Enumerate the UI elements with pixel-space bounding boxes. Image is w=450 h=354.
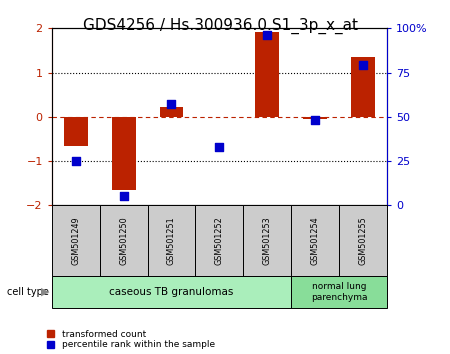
Text: GSM501252: GSM501252 xyxy=(215,216,224,265)
Text: cell type: cell type xyxy=(7,287,49,297)
Text: normal lung
parenchyma: normal lung parenchyma xyxy=(311,282,367,302)
Bar xyxy=(291,205,339,276)
Bar xyxy=(351,57,375,117)
Bar xyxy=(195,205,243,276)
Legend: transformed count, percentile rank within the sample: transformed count, percentile rank withi… xyxy=(47,330,215,349)
Text: GDS4256 / Hs.300936.0.S1_3p_x_at: GDS4256 / Hs.300936.0.S1_3p_x_at xyxy=(83,18,358,34)
Text: GSM501249: GSM501249 xyxy=(71,216,80,265)
Text: GSM501251: GSM501251 xyxy=(167,216,176,265)
Bar xyxy=(99,205,148,276)
Point xyxy=(216,144,223,150)
Bar xyxy=(339,205,387,276)
Text: GSM501250: GSM501250 xyxy=(119,216,128,265)
Point xyxy=(120,194,127,199)
Point xyxy=(311,118,319,123)
Bar xyxy=(148,205,195,276)
Text: GSM501254: GSM501254 xyxy=(310,216,320,265)
Bar xyxy=(112,117,135,190)
Bar xyxy=(159,107,184,117)
Bar xyxy=(291,276,387,308)
Bar xyxy=(255,32,279,117)
Point xyxy=(360,63,367,68)
Text: caseous TB granulomas: caseous TB granulomas xyxy=(109,287,234,297)
Bar xyxy=(303,117,327,119)
Text: GSM501253: GSM501253 xyxy=(263,216,272,265)
Bar xyxy=(64,117,88,145)
Bar xyxy=(243,205,291,276)
Text: ▶: ▶ xyxy=(40,287,49,297)
Bar xyxy=(52,205,99,276)
Point xyxy=(168,102,175,107)
Point xyxy=(264,33,271,38)
Bar xyxy=(52,276,291,308)
Text: GSM501255: GSM501255 xyxy=(359,216,368,265)
Point xyxy=(72,158,79,164)
